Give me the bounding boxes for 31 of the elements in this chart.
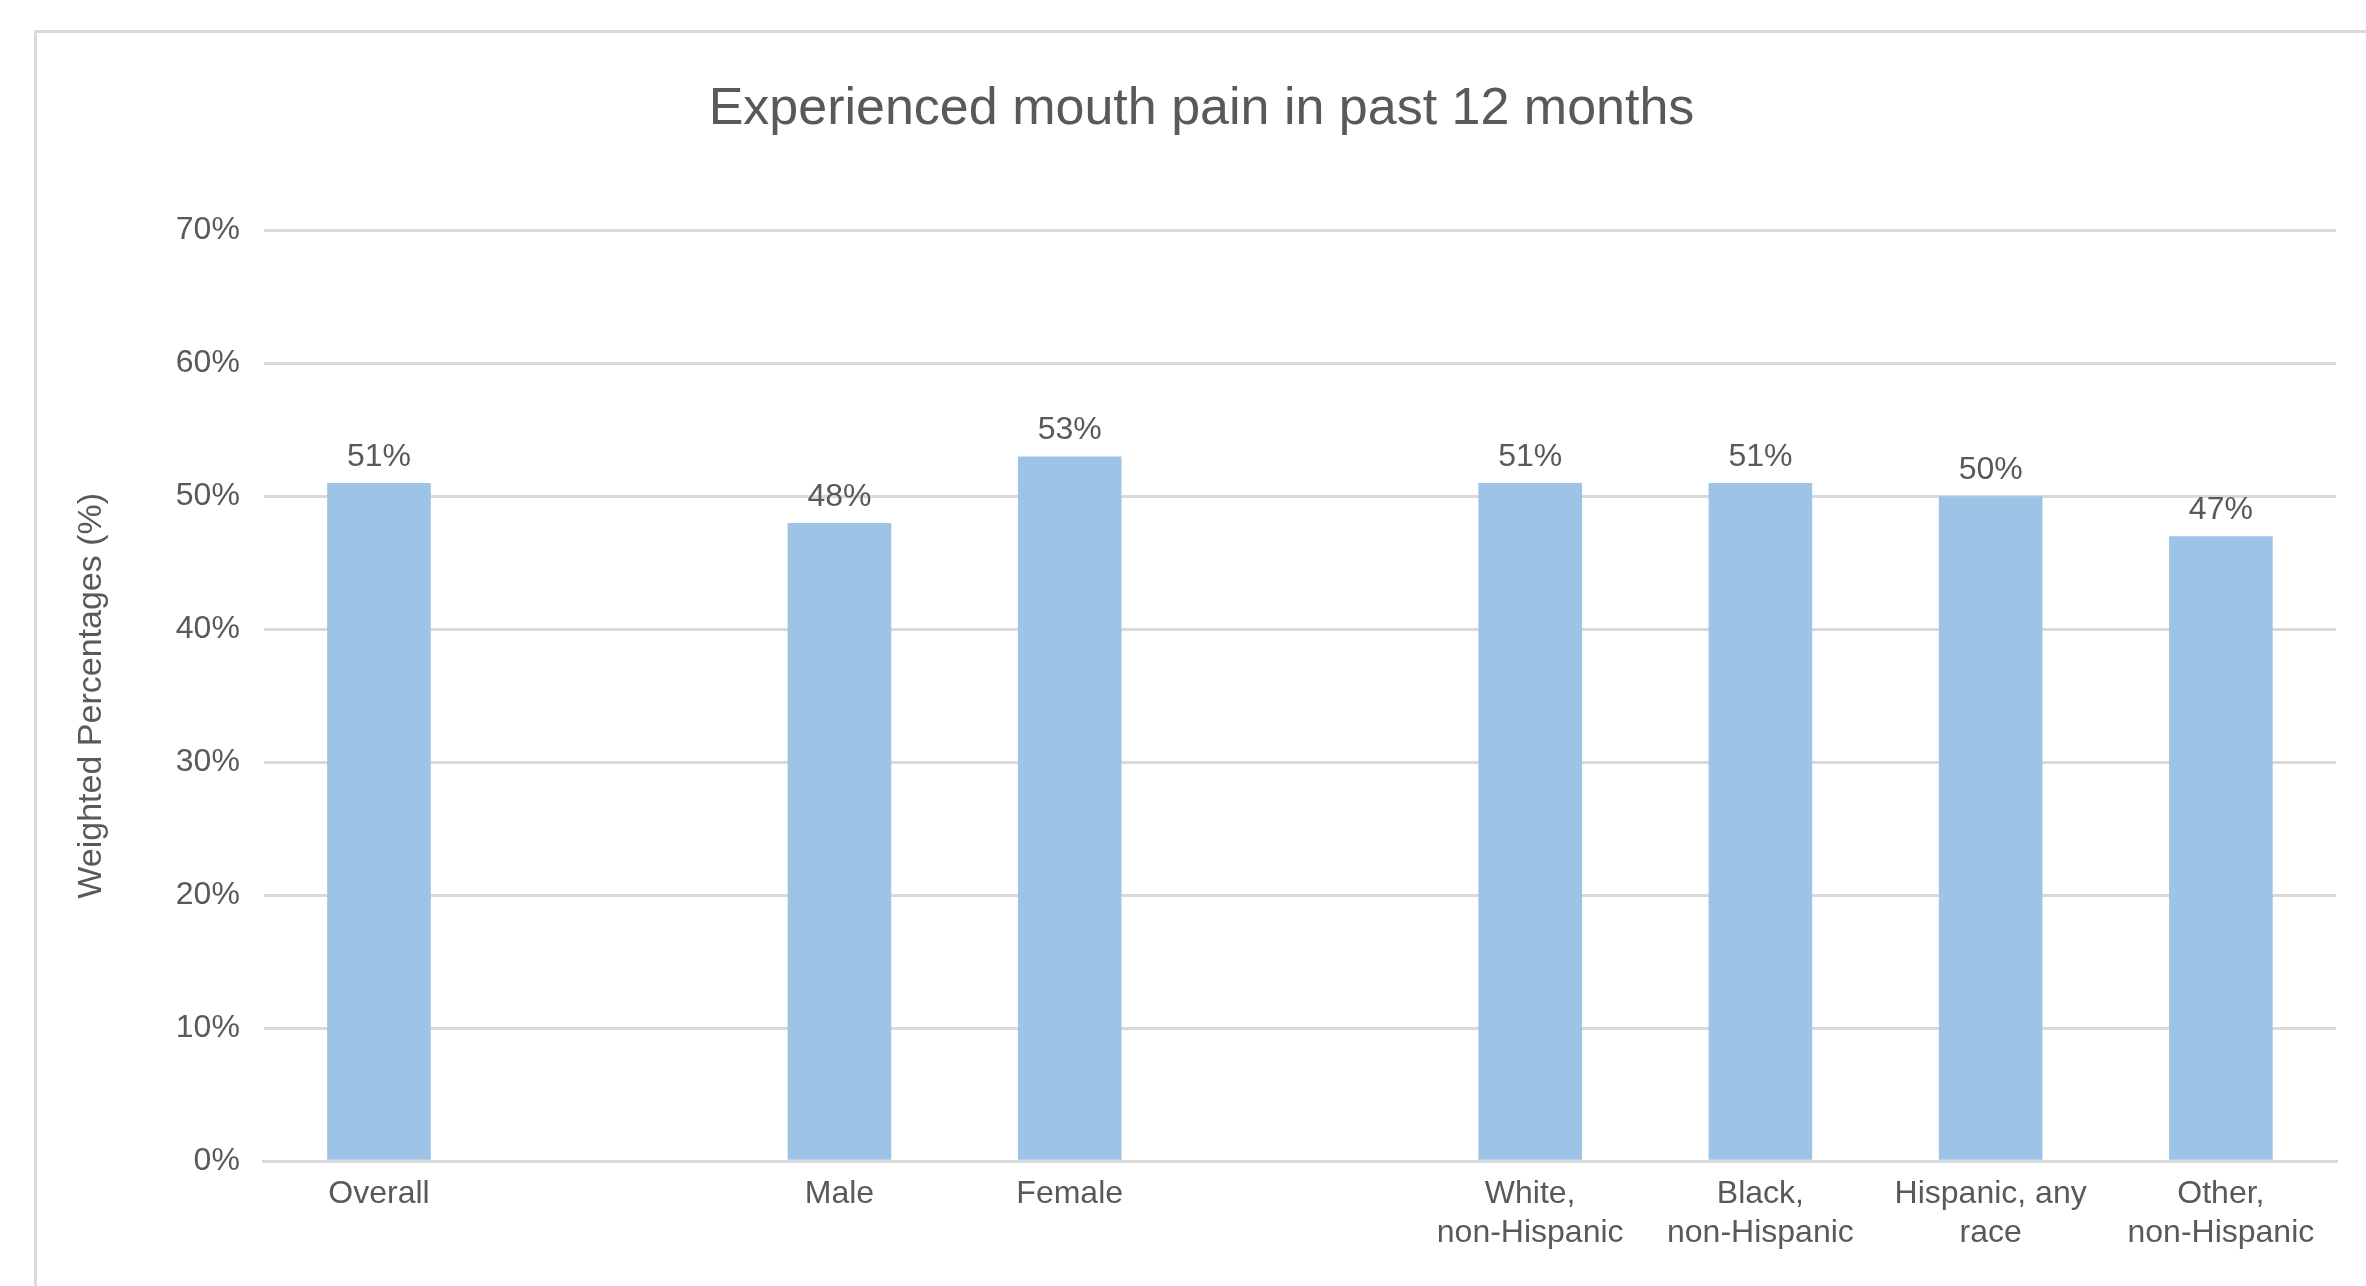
bar — [1938, 496, 2043, 1160]
bar — [327, 483, 431, 1160]
y-tick-label: 60% — [175, 343, 240, 380]
bar — [1017, 456, 1122, 1160]
y-tick-label: 30% — [175, 742, 240, 779]
data-label: 51% — [346, 436, 411, 473]
x-tick-label: Male — [804, 1174, 875, 1211]
bar — [787, 522, 892, 1160]
data-label: 53% — [1037, 410, 1102, 447]
x-tick-label: Black, non-Hispanic — [1667, 1174, 1854, 1249]
data-label: 51% — [1498, 436, 1563, 473]
x-tick-label: Hispanic, any race — [1894, 1174, 2087, 1249]
bar — [1708, 483, 1813, 1160]
bar — [2169, 536, 2273, 1160]
x-tick-label: White, non-Hispanic — [1436, 1174, 1624, 1249]
data-label: 50% — [1958, 450, 2023, 487]
y-tick-label: 20% — [175, 875, 240, 912]
bar — [1478, 483, 1582, 1160]
y-axis-title: Weighted Percentages (%) — [69, 492, 108, 899]
data-label: 47% — [2188, 490, 2253, 527]
data-label: 48% — [807, 476, 872, 513]
y-tick-label: 0% — [193, 1141, 240, 1178]
y-tick-label: 50% — [175, 476, 240, 513]
y-tick-label: 70% — [175, 210, 240, 247]
x-tick-label: Other, non-Hispanic — [2127, 1174, 2315, 1249]
x-tick-label: Female — [1016, 1174, 1124, 1211]
data-label: 51% — [1728, 436, 1793, 473]
chart-title: Experienced mouth pain in past 12 months — [708, 76, 1695, 135]
y-tick-label: 10% — [175, 1008, 240, 1045]
y-tick-label: 40% — [175, 609, 240, 646]
x-tick-label: Overall — [328, 1174, 430, 1211]
